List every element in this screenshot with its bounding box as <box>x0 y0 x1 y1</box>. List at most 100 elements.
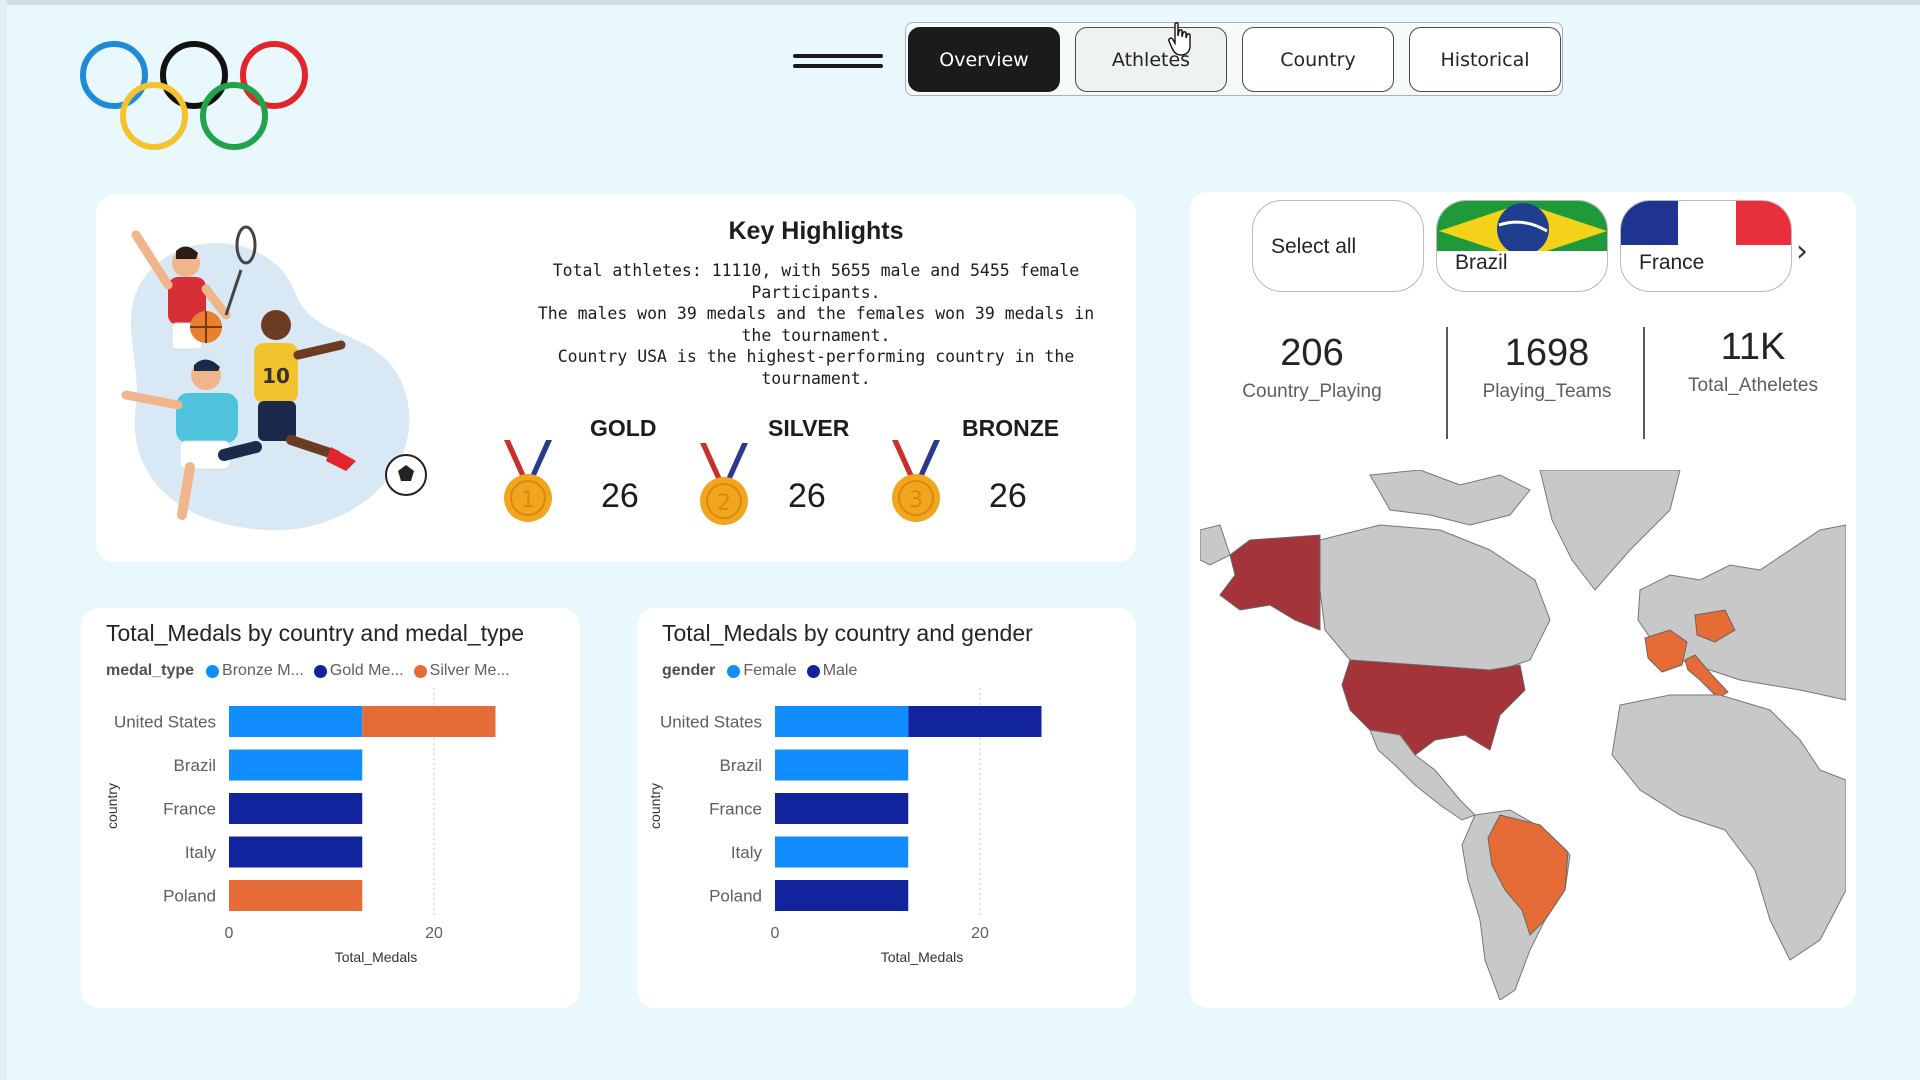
y-category-label: Italy <box>185 843 217 862</box>
bar <box>908 706 1042 737</box>
chart-title: Total_Medals by country and gender <box>662 620 1033 646</box>
tab-country[interactable]: Country <box>1242 27 1394 92</box>
highlight-line: Country USA is the highest-performing co… <box>557 347 1075 388</box>
bar <box>229 880 363 911</box>
kpi-caption: Total_Atheletes <box>1688 375 1818 396</box>
brazil-flag-icon <box>1437 201 1607 251</box>
kpi-caption: Country_Playing <box>1242 381 1382 402</box>
silver-label: SILVER <box>768 415 850 441</box>
kpi-value: 1698 <box>1504 332 1590 374</box>
legend-label: Female <box>743 662 797 679</box>
athletes-illustration: 10 <box>121 225 427 531</box>
kpi-value: 206 <box>1280 332 1344 374</box>
slicer-france[interactable]: France <box>1620 200 1792 292</box>
kpi-playing-teams: 1698 Playing_Teams <box>1447 332 1647 403</box>
map-region-france[interactable] <box>1644 629 1688 673</box>
silver-value: 26 <box>788 477 826 515</box>
key-highlights-text: Total athletes: 11110, with 5655 male an… <box>516 260 1116 389</box>
chevron-right-icon[interactable]: › <box>1796 234 1808 269</box>
y-category-label: Italy <box>731 843 763 862</box>
map-region[interactable] <box>1637 524 1846 701</box>
y-category-label: Poland <box>163 887 216 906</box>
tab-historical[interactable]: Historical <box>1409 27 1561 92</box>
map-region[interactable] <box>1200 524 1231 566</box>
legend-label: Male <box>822 662 858 679</box>
slicer-label: Select all <box>1271 235 1357 258</box>
svg-text:3: 3 <box>909 488 923 513</box>
key-highlights-title: Key Highlights <box>728 217 904 245</box>
world-map[interactable] <box>1200 470 1846 1000</box>
bar <box>775 793 909 824</box>
legend-title: medal_type <box>106 662 195 679</box>
x-axis-label: Total_Medals <box>335 949 418 965</box>
menu-icon[interactable] <box>793 54 883 72</box>
legend-item[interactable]: Gold Me... <box>313 662 404 680</box>
y-category-label: United States <box>114 713 216 732</box>
legend-title: gender <box>662 662 716 679</box>
map-region[interactable] <box>1319 524 1551 676</box>
tab-overview[interactable]: Overview <box>908 27 1060 92</box>
legend-label: Gold Me... <box>329 662 404 679</box>
svg-text:1: 1 <box>521 488 535 513</box>
gender-bar-chart: 0 20 United States Brazil France Italy Poland T… <box>647 688 1042 965</box>
y-category-label: France <box>709 800 762 819</box>
x-tick-label: 0 <box>771 925 780 942</box>
chart-legend: medal_type Bronze M... Gold Me... Silver… <box>106 662 520 680</box>
map-region-italy[interactable] <box>1684 654 1729 699</box>
bar <box>229 706 363 737</box>
map-region[interactable] <box>1369 470 1531 526</box>
legend-item[interactable]: Bronze M... <box>206 662 304 680</box>
page-navigator: Overview Athletes Country Historical <box>905 22 1563 96</box>
highlight-line: The males won 39 medals and the females … <box>537 304 1095 323</box>
kpi-value: 11K <box>1720 326 1786 368</box>
kpi-total-athletes: 11K Total_Atheletes <box>1653 326 1853 397</box>
y-axis-label: country <box>104 783 120 829</box>
key-highlights-card: 10 Key Highlights Total athletes: 11110,… <box>96 195 1136 562</box>
slicer-brazil[interactable]: Brazil <box>1436 200 1608 292</box>
map-region-united-states[interactable] <box>1341 659 1526 756</box>
map-region-brazil[interactable] <box>1487 814 1569 936</box>
svg-text:2: 2 <box>717 491 731 516</box>
hand-cursor-icon <box>1168 22 1191 56</box>
bar <box>229 749 363 781</box>
silver-medal-icon: 2 <box>700 443 748 525</box>
gold-value: 26 <box>601 477 639 515</box>
map-region[interactable] <box>1611 694 1846 961</box>
map-region[interactable] <box>1539 470 1681 591</box>
bronze-medal-icon: 3 <box>892 440 940 522</box>
highlight-line: the tournament. <box>741 325 891 345</box>
bar <box>229 793 363 824</box>
medal-type-bar-chart: 0 20 United States Brazil France Italy Poland T… <box>104 688 496 965</box>
gold-label: GOLD <box>590 415 657 441</box>
bronze-value: 26 <box>989 477 1027 515</box>
highlight-line: Total athletes: 11110, with 5655 male an… <box>552 261 1080 280</box>
map-region-alaska[interactable] <box>1219 534 1321 631</box>
map-region-poland[interactable] <box>1694 609 1736 643</box>
map-region[interactable] <box>1369 729 1476 821</box>
y-category-label: France <box>163 800 216 819</box>
slicer-label: Brazil <box>1455 251 1508 274</box>
chart-legend: gender Female Male <box>662 662 867 680</box>
tab-athletes[interactable]: Athletes <box>1075 27 1227 92</box>
legend-item[interactable]: Silver Me... <box>413 662 510 680</box>
svg-text:10: 10 <box>262 364 290 388</box>
gender-chart-card[interactable]: Total_Medals by country and gender gende… <box>637 608 1136 1008</box>
slicer-label: France <box>1639 251 1705 274</box>
kpi-divider <box>1446 327 1448 439</box>
slicer-select-all[interactable]: Select all <box>1252 200 1424 292</box>
medal-type-chart-card[interactable]: Total_Medals by country and medal_type m… <box>81 608 580 1008</box>
y-category-label: Poland <box>709 887 762 906</box>
x-axis-label: Total_Medals <box>881 949 964 965</box>
kpi-country-playing: 206 Country_Playing <box>1212 332 1412 403</box>
chart-title: Total_Medals by country and medal_type <box>106 620 525 646</box>
legend-item[interactable]: Female <box>727 662 797 680</box>
bronze-label: BRONZE <box>962 415 1060 441</box>
legend-label: Bronze M... <box>222 662 304 679</box>
top-border <box>0 0 1920 5</box>
bar <box>775 706 909 737</box>
x-tick-label: 20 <box>425 925 443 942</box>
y-category-label: Brazil <box>173 756 216 775</box>
country-panel: Select all Brazil France › 206 Country_P… <box>1190 192 1856 1008</box>
bar <box>775 749 909 781</box>
legend-item[interactable]: Male <box>806 662 858 680</box>
